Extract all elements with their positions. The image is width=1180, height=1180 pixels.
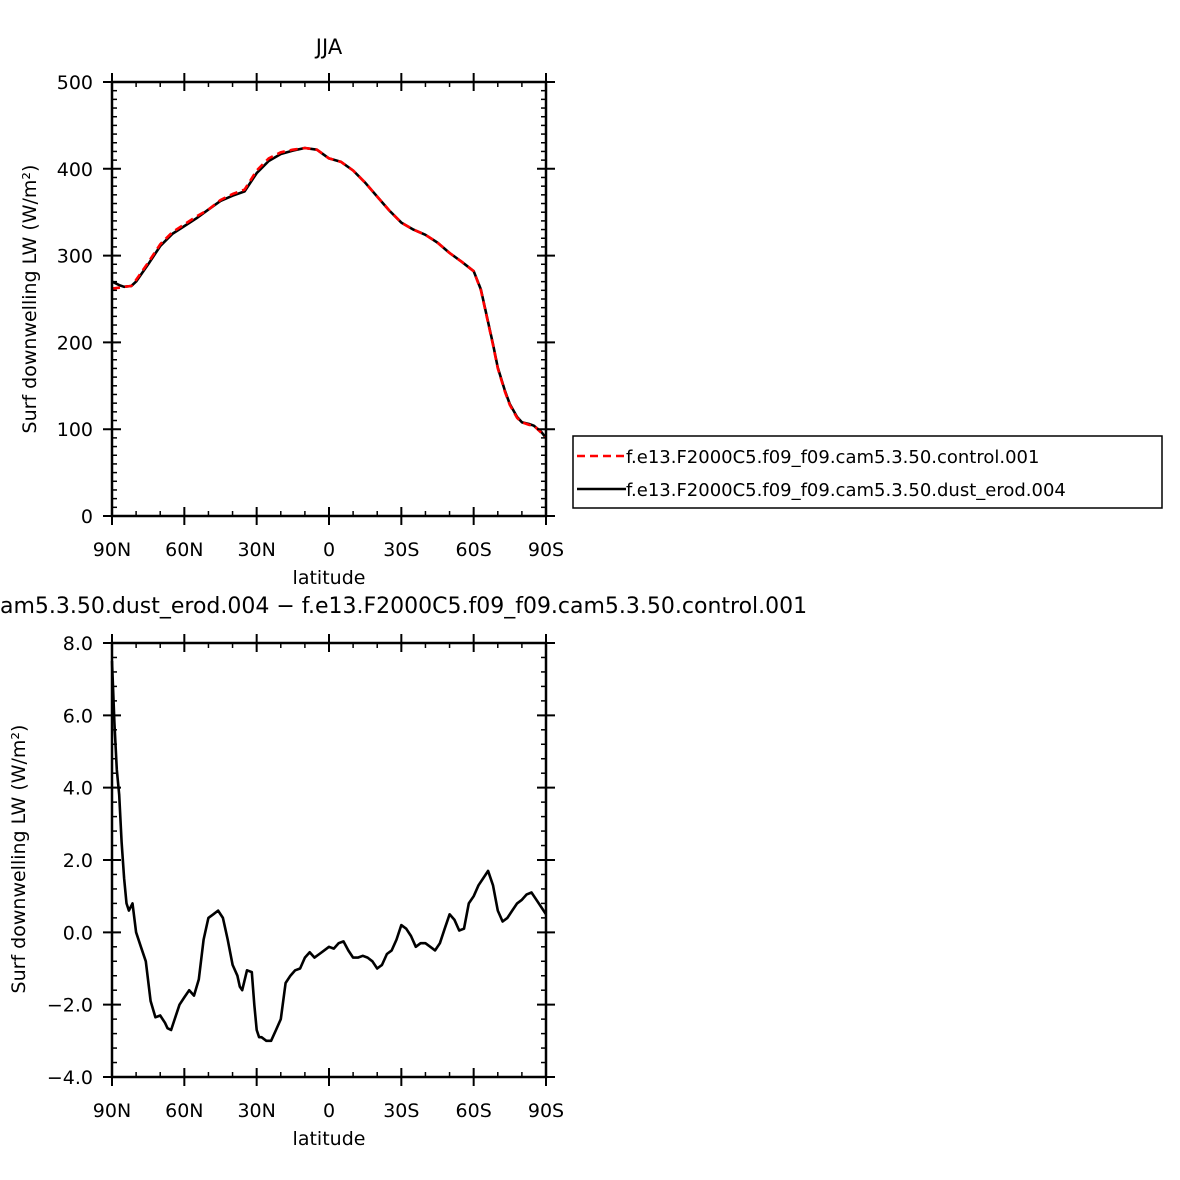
top-chart-frame xyxy=(110,80,548,518)
x-tick-label: 60N xyxy=(165,539,203,561)
bottom-chart-panel: am5.3.50.dust_erod.004 − f.e13.F2000C5.f… xyxy=(0,594,807,1150)
y-tick-label: 8.0 xyxy=(63,633,93,655)
x-tick-label: 60S xyxy=(456,1100,492,1122)
y-tick-label: 2.0 xyxy=(63,850,93,872)
y-tick-label: 6.0 xyxy=(63,705,93,727)
x-tick-label: 30N xyxy=(237,539,275,561)
bottom-chart-ticks: 90N 60N 30N 0 30S 60S 90S −4.0 −2.0 0.0 2.0 4.0 6.0 8… xyxy=(47,633,564,1122)
x-tick-label: 90N xyxy=(93,539,131,561)
top-chart-xlabel: latitude xyxy=(293,567,366,589)
x-tick-label: 30N xyxy=(237,1100,275,1122)
y-tick-label: 400 xyxy=(57,159,93,181)
y-tick-label: 0 xyxy=(81,506,93,528)
x-tick-label: 30S xyxy=(383,1100,419,1122)
bottom-chart-ylabel: Surf downwelling LW (W/m²) xyxy=(8,725,30,994)
bottom-chart-series-layer xyxy=(110,661,548,1043)
series-line-control xyxy=(111,146,547,439)
y-tick-label: 300 xyxy=(57,246,93,268)
top-chart-series-layer xyxy=(111,146,548,439)
legend-label-control: f.e13.F2000C5.f09_f09.cam5.3.50.control.… xyxy=(626,447,1039,468)
top-chart-ticks: 90N 60N 30N 0 30S 60S 90S 0 100 200 300 400 500 xyxy=(57,72,564,561)
y-tick-label: 100 xyxy=(57,419,93,441)
x-tick-label: 90S xyxy=(528,1100,564,1122)
bottom-chart-title: am5.3.50.dust_erod.004 − f.e13.F2000C5.f… xyxy=(0,594,807,619)
y-tick-label: 4.0 xyxy=(63,778,93,800)
y-tick-label: 500 xyxy=(57,72,93,94)
bottom-chart-xlabel: latitude xyxy=(293,1128,366,1150)
top-chart-panel: JJA 90N 60N 30N 0 30S 60S 90S0100200300400500 … xyxy=(19,35,1163,589)
y-tick-label: −2.0 xyxy=(47,995,93,1017)
x-tick-label: 90S xyxy=(528,539,564,561)
series-line-dust xyxy=(110,661,548,1043)
y-tick-label: −4.0 xyxy=(47,1067,93,1089)
x-tick-label: 60S xyxy=(456,539,492,561)
x-tick-label: 30S xyxy=(383,539,419,561)
y-tick-label: 200 xyxy=(57,332,93,354)
x-tick-label: 0 xyxy=(323,539,335,561)
legend-label-dust: f.e13.F2000C5.f09_f09.cam5.3.50.dust_ero… xyxy=(626,480,1066,501)
x-tick-label: 0 xyxy=(323,1100,335,1122)
y-tick-label: 0.0 xyxy=(63,922,93,944)
legend-box xyxy=(572,435,1163,509)
x-tick-label: 60N xyxy=(165,1100,203,1122)
legend: f.e13.F2000C5.f09_f09.cam5.3.50.control.… xyxy=(572,435,1163,509)
top-chart-ylabel: Surf downwelling LW (W/m²) xyxy=(19,165,41,434)
x-tick-label: 90N xyxy=(93,1100,131,1122)
top-chart-title: JJA xyxy=(314,35,343,59)
